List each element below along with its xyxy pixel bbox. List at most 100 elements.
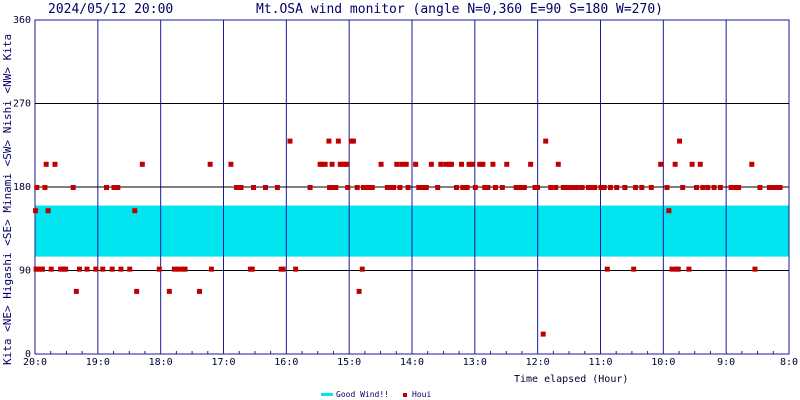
x-tick-label: 15:0 — [337, 357, 361, 368]
houi-point — [196, 288, 202, 294]
houi-point — [672, 161, 678, 167]
houi-point — [574, 185, 580, 190]
houi-point — [423, 185, 429, 190]
houi-point — [518, 185, 524, 190]
houi-point — [249, 266, 255, 272]
houi-point — [490, 161, 496, 167]
houi-point — [453, 185, 459, 190]
houi-point — [109, 266, 115, 272]
legend: Good Wind!! Houi — [321, 390, 431, 399]
houi-point — [274, 185, 280, 190]
houi-point — [76, 266, 82, 272]
houi-point — [100, 266, 106, 272]
houi-point — [555, 161, 561, 167]
houi-point — [680, 185, 686, 190]
houi-point — [477, 161, 483, 167]
houi-point — [166, 288, 172, 294]
houi-point — [399, 161, 405, 167]
houi-point — [504, 161, 510, 167]
houi-point — [658, 161, 664, 167]
houi-point — [733, 185, 739, 190]
chart-title: Mt.OSA wind monitor (angle N=0,360 E=90 … — [256, 2, 663, 17]
houi-point — [592, 185, 598, 190]
houi-point — [322, 161, 328, 167]
houi-point — [548, 185, 554, 190]
houi-point — [464, 185, 470, 190]
houi-point — [403, 161, 409, 167]
houi-point — [48, 266, 54, 272]
houi-point — [675, 266, 681, 272]
houi-point — [413, 161, 419, 167]
houi-point — [428, 161, 434, 167]
houi-point — [689, 161, 695, 167]
houi-point — [356, 288, 362, 294]
houi-point — [717, 185, 723, 190]
houi-point — [39, 266, 45, 272]
houi-point — [43, 161, 49, 167]
x-axis-title: Time elapsed (Hour) — [514, 374, 628, 385]
houi-point — [736, 185, 742, 190]
houi-point — [711, 185, 717, 190]
houi-point — [460, 185, 466, 190]
houi-point — [480, 161, 486, 167]
houi-point — [700, 185, 706, 190]
houi-point — [326, 138, 332, 144]
houi-point — [622, 185, 628, 190]
houi-point — [521, 185, 527, 190]
houi-point — [639, 185, 645, 190]
houi-point — [84, 266, 90, 272]
houi-point — [543, 138, 549, 144]
houi-point — [563, 185, 569, 190]
houi-point — [528, 161, 534, 167]
houi-point — [435, 185, 441, 190]
houi-point — [677, 138, 683, 144]
houi-point — [207, 161, 213, 167]
houi-point — [771, 185, 777, 190]
houi-point — [648, 185, 654, 190]
header-datetime: 2024/05/12 20:00 — [48, 2, 173, 17]
houi-point — [397, 185, 403, 190]
houi-point — [485, 185, 491, 190]
houi-point — [466, 161, 472, 167]
houi-point — [579, 185, 585, 190]
houi-point — [262, 185, 268, 190]
houi-point — [705, 185, 711, 190]
houi-point — [340, 161, 346, 167]
houi-point — [598, 185, 604, 190]
houi-point — [335, 138, 341, 144]
houi-point — [614, 185, 620, 190]
legend-good-wind-swatch — [321, 393, 333, 396]
y-tick-label: 360 — [13, 15, 31, 26]
houi-point — [604, 266, 610, 272]
houi-point — [134, 288, 140, 294]
houi-point — [73, 288, 79, 294]
houi-point — [132, 208, 138, 214]
houi-point — [482, 185, 488, 190]
houi-point — [33, 266, 39, 272]
houi-point — [553, 185, 559, 190]
side-direction-label: Kita <NE> Higashi <SE> Minami <SW> Nishi… — [1, 34, 14, 365]
houi-point — [182, 266, 188, 272]
x-tick-label: 19:0 — [86, 357, 110, 368]
houi-point — [127, 266, 133, 272]
houi-point — [93, 266, 99, 272]
houi-point — [472, 185, 478, 190]
houi-point — [420, 185, 426, 190]
x-tick-label: 12:0 — [526, 357, 550, 368]
houi-point — [359, 266, 365, 272]
houi-point — [378, 161, 384, 167]
legend-good-wind-label: Good Wind!! — [336, 390, 389, 399]
houi-point — [570, 185, 576, 190]
houi-point — [535, 185, 541, 190]
y-tick-label: 0 — [25, 349, 31, 360]
houi-point — [777, 185, 783, 190]
houi-point — [532, 185, 538, 190]
houi-point — [774, 185, 780, 190]
houi-point — [540, 331, 546, 337]
houi-point — [333, 185, 339, 190]
houi-point — [139, 161, 145, 167]
houi-point — [766, 185, 772, 190]
houi-point — [34, 185, 40, 190]
houi-point — [180, 266, 186, 272]
